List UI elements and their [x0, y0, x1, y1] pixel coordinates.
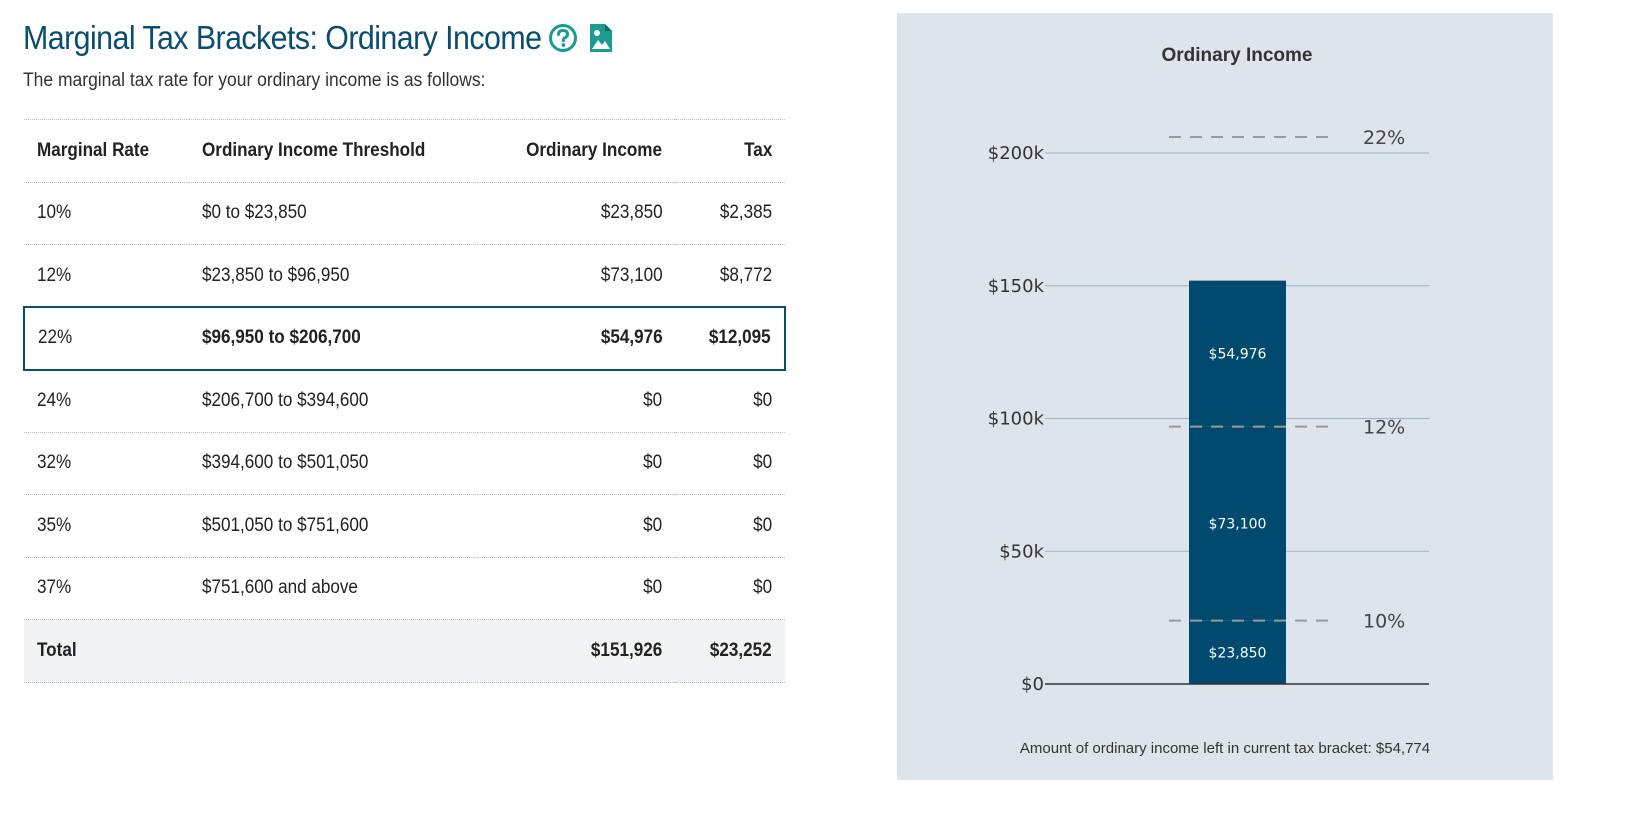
title-row: Marginal Tax Brackets: Ordinary Income [23, 18, 786, 58]
income-cell: $0 [478, 494, 676, 558]
chart-title: Ordinary Income [1162, 45, 1313, 66]
income-cell: $54,976 [478, 306, 676, 371]
chart-panel: Ordinary Income $0 $50k $100k $150k $200k 10… [897, 13, 1553, 780]
income-cell: $23,850 [478, 182, 676, 245]
ordinary-income-chart: Ordinary Income $0 $50k $100k $150k $200k 10… [988, 45, 1430, 757]
y-tick-label: $0 [1021, 674, 1044, 695]
table-row: 35% $501,050 to $751,600 $0 $0 [24, 494, 785, 558]
table-body: 10% $0 to $23,850 $23,850 $2,385 12% $23,850 … [23, 182, 786, 683]
tax-brackets-table: Marginal Rate Ordinary Income Threshold … [23, 119, 786, 683]
bracket-rate-label: 12% [1363, 417, 1405, 439]
stacked-bar [1189, 280, 1286, 684]
remaining-bracket-note: Amount of ordinary income left in curren… [1020, 740, 1430, 757]
title-icons [548, 23, 614, 53]
total-tax-cell: $23,252 [675, 619, 785, 683]
bar-segment-label: $54,976 [1209, 347, 1267, 363]
page-title: Marginal Tax Brackets: Ordinary Income [23, 19, 542, 56]
threshold-cell: $751,600 and above [188, 557, 479, 620]
bar-segment-label: $23,850 [1209, 645, 1267, 661]
rate-cell: 32% [24, 432, 189, 495]
image-file-icon[interactable] [588, 23, 614, 53]
header-row: Marginal Rate Ordinary Income Threshold … [24, 119, 785, 183]
y-tick-label: $50k [999, 541, 1044, 562]
tax-cell: $8,772 [675, 244, 785, 308]
table-row: 37% $751,600 and above $0 $0 [24, 557, 785, 620]
rate-cell: 10% [24, 182, 189, 245]
tax-cell: $0 [675, 432, 785, 495]
threshold-cell: $501,050 to $751,600 [188, 494, 479, 558]
tax-cell: $2,385 [675, 182, 785, 245]
rate-cell: 37% [24, 557, 189, 620]
total-income-cell: $151,926 [478, 619, 676, 683]
income-cell: $73,100 [478, 244, 676, 308]
threshold-cell: $23,850 to $96,950 [188, 244, 479, 308]
y-tick-label: $100k [988, 409, 1045, 430]
table-header: Marginal Rate Ordinary Income Threshold … [24, 119, 785, 183]
rate-cell: 24% [24, 369, 189, 433]
bar-segment-label: $73,100 [1209, 517, 1267, 533]
bar-labels: $23,850 $73,100 $54,976 [1209, 347, 1267, 662]
help-circle-icon[interactable] [548, 23, 578, 53]
tax-brackets-section: Marginal Tax Brackets: Ordinary Income T… [23, 18, 786, 683]
total-empty-cell [188, 619, 479, 683]
total-label-cell: Total [24, 619, 189, 683]
column-header-tax: Tax [675, 119, 785, 183]
rate-cell: 22% [23, 306, 189, 371]
threshold-cell: $206,700 to $394,600 [188, 369, 479, 433]
page-subtitle: The marginal tax rate for your ordinary … [23, 70, 486, 91]
threshold-cell: $394,600 to $501,050 [188, 432, 479, 495]
bar-segment [1189, 426, 1286, 621]
table-row-total: Total $151,926 $23,252 [24, 619, 785, 683]
tax-cell: $0 [675, 494, 785, 558]
income-cell: $0 [478, 369, 676, 433]
table-row: 12% $23,850 to $96,950 $73,100 $8,772 [24, 244, 785, 308]
table-row-current-bracket: 22% $96,950 to $206,700 $54,976 $12,095 [23, 306, 786, 371]
grid-lines: $0 $50k $100k $150k $200k [988, 143, 1429, 695]
bracket-thresholds: 10% 12% 22% [1169, 127, 1405, 633]
income-cell: $0 [478, 432, 676, 495]
y-tick-label: $200k [988, 143, 1045, 164]
tax-cell: $0 [675, 369, 785, 433]
column-header-threshold: Ordinary Income Threshold [188, 119, 479, 183]
y-tick-label: $150k [988, 276, 1045, 297]
rate-cell: 35% [24, 494, 189, 558]
tax-cell: $12,095 [675, 306, 786, 371]
bracket-rate-label: 10% [1363, 611, 1405, 633]
income-cell: $0 [478, 557, 676, 620]
tax-cell: $0 [675, 557, 785, 620]
bar-segment [1189, 280, 1286, 427]
threshold-cell: $96,950 to $206,700 [188, 306, 479, 371]
bracket-rate-label: 22% [1363, 127, 1405, 149]
table-row: 10% $0 to $23,850 $23,850 $2,385 [24, 182, 785, 245]
threshold-cell: $0 to $23,850 [188, 182, 479, 245]
rate-cell: 12% [24, 244, 189, 308]
bar-segment [1189, 620, 1286, 684]
column-header-income: Ordinary Income [478, 119, 676, 183]
column-header-rate: Marginal Rate [24, 119, 189, 183]
table-row: 32% $394,600 to $501,050 $0 $0 [24, 432, 785, 495]
table-row: 24% $206,700 to $394,600 $0 $0 [24, 369, 785, 433]
